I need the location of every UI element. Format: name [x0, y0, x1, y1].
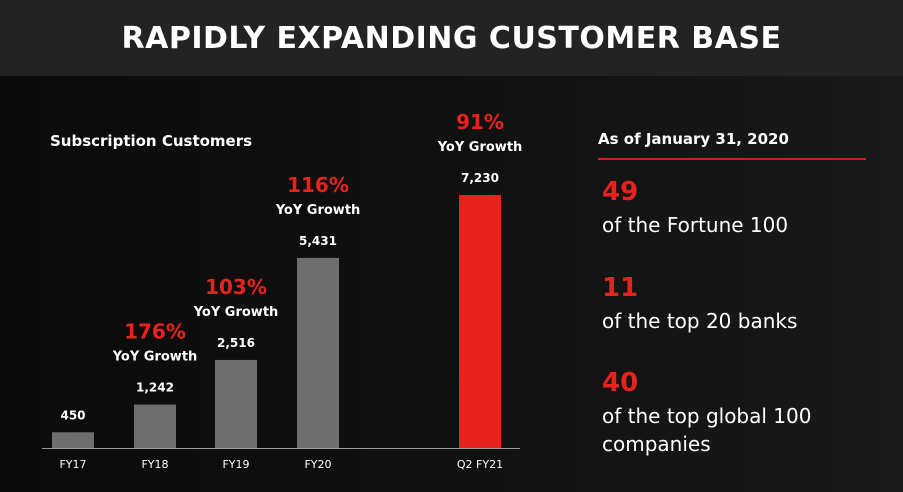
bar-value-label: 450: [60, 408, 85, 422]
yoy-growth-value: 116%: [287, 173, 349, 197]
yoy-growth-value: 91%: [456, 110, 504, 134]
x-tick-label: Q2 FY21: [457, 458, 503, 471]
stat-description: of the top 20 banks: [602, 309, 798, 333]
x-tick-label: FY18: [141, 458, 168, 471]
yoy-growth-caption: YoY Growth: [193, 305, 279, 320]
stats-title: As of January 31, 2020: [598, 130, 789, 148]
x-tick-label: FY20: [304, 458, 331, 471]
stat-value: 11: [602, 273, 639, 303]
yoy-growth-value: 103%: [205, 275, 267, 299]
stat-description: of the top global 100 companies: [602, 404, 812, 456]
bar-fy20: [297, 257, 339, 448]
stats-divider: [598, 158, 866, 160]
x-tick-label: FY19: [222, 458, 249, 471]
bar-value-label: 1,242: [136, 381, 174, 395]
yoy-growth-caption: YoY Growth: [275, 203, 361, 218]
bar-q2-fy21: [459, 194, 501, 448]
chart-title: Subscription Customers: [50, 132, 253, 150]
stat-value: 40: [602, 368, 639, 398]
bar-fy19: [215, 359, 257, 448]
bar-fy17: [52, 432, 94, 448]
stat-global: 40 of the top global 100 companies: [602, 368, 892, 458]
stat-value: 49: [602, 177, 639, 207]
bar-value-label: 5,431: [299, 234, 337, 248]
yoy-growth-caption: YoY Growth: [437, 140, 523, 155]
yoy-growth-value: 176%: [124, 320, 186, 344]
stat-fortune: 49 of the Fortune 100: [602, 177, 892, 239]
page-title: RAPIDLY EXPANDING CUSTOMER BASE: [121, 20, 782, 56]
stat-banks: 11 of the top 20 banks: [602, 273, 892, 335]
bar-chart: FY17 450 FY18 1,242 YoY Growth 176% FY19 2,516 Y…: [42, 110, 523, 471]
bar-value-label: 2,516: [217, 336, 255, 350]
yoy-growth-caption: YoY Growth: [112, 350, 198, 365]
header-bar: RAPIDLY EXPANDING CUSTOMER BASE: [0, 0, 903, 76]
bar-value-label: 7,230: [461, 171, 499, 185]
stat-description: of the Fortune 100: [602, 213, 789, 237]
bar-fy18: [134, 404, 176, 448]
x-tick-label: FY17: [59, 458, 86, 471]
